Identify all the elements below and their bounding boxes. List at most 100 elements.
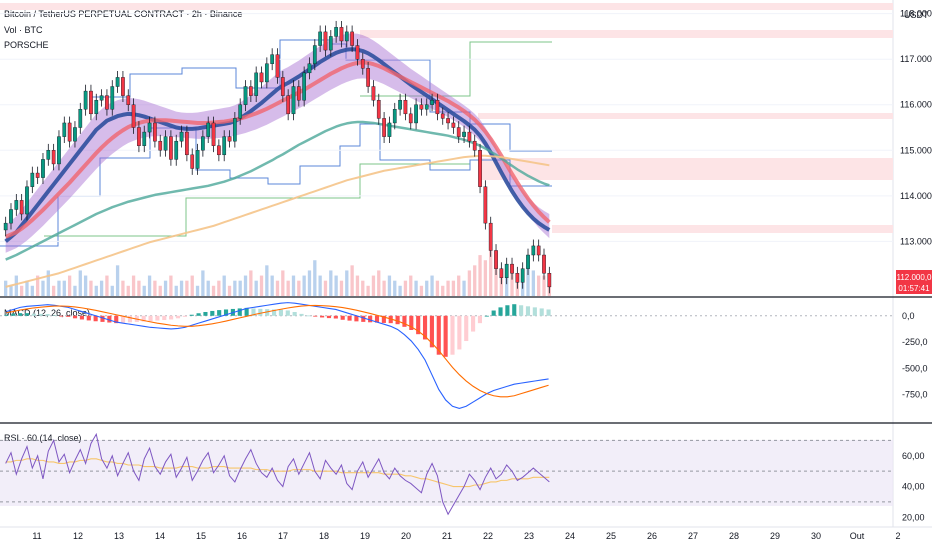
volume-bar xyxy=(142,285,146,296)
macd-hist-bar xyxy=(121,315,126,323)
volume-bar xyxy=(462,280,466,296)
volume-bar xyxy=(419,285,424,296)
candle-body xyxy=(467,131,472,142)
candle-body xyxy=(30,172,35,187)
macd-hist-bar xyxy=(86,315,91,321)
candle-body xyxy=(472,140,477,151)
volume-bar xyxy=(334,275,338,296)
volume-bar xyxy=(265,265,269,296)
volume-bar xyxy=(14,275,18,296)
volume-bar xyxy=(489,250,493,296)
ema-line xyxy=(4,60,551,239)
candle-body xyxy=(302,72,307,101)
volume-bar xyxy=(377,270,381,296)
candle-body xyxy=(488,222,493,251)
macd-hist-bar xyxy=(546,309,551,316)
candle-body xyxy=(403,99,408,115)
macd-hist-bar xyxy=(24,313,30,316)
macd-hist-bar xyxy=(299,313,304,316)
candle-body xyxy=(115,77,120,87)
volume-bar xyxy=(201,270,205,296)
volume-bar xyxy=(25,280,29,296)
volume-bars xyxy=(4,250,551,296)
currency-label[interactable]: USDT xyxy=(904,10,929,20)
candle-body xyxy=(233,118,237,142)
macd-hist-bar xyxy=(175,315,181,319)
volume-bar xyxy=(467,270,472,296)
macd-hist-bar xyxy=(182,315,187,317)
volume-bar xyxy=(435,280,440,296)
last-price-tag[interactable]: 112.000,0 01:57:41 xyxy=(896,270,932,294)
candle-body xyxy=(350,31,354,46)
volume-bar xyxy=(110,285,114,296)
volume-bar xyxy=(115,265,120,296)
candle-body xyxy=(355,45,360,60)
candle-body xyxy=(94,99,99,115)
candle-body xyxy=(89,90,93,115)
candle-body xyxy=(334,27,338,37)
price-tick-label: 118.000,0 xyxy=(900,9,932,19)
macd-tick-label: -500,0 xyxy=(902,363,928,373)
volume-bar xyxy=(313,260,317,296)
macd-hist-bar xyxy=(18,313,23,316)
candle-body xyxy=(414,104,418,124)
rsi-series-line xyxy=(5,458,550,488)
candle-body xyxy=(238,104,243,119)
volume-bar xyxy=(329,270,333,296)
time-tick-label: 27 xyxy=(688,531,698,541)
candle-body xyxy=(366,68,370,87)
time-axis[interactable]: 11 12 13 14 15 16 17 18 19 20 21 22 23 24 25 26 27 28 29 30… xyxy=(32,531,900,541)
candle-body xyxy=(275,54,280,78)
macd-hist-bar xyxy=(155,315,160,321)
volume-bar xyxy=(73,285,77,296)
macd-hist-bar xyxy=(148,315,153,322)
candle-body xyxy=(499,268,504,278)
candle-body xyxy=(169,136,173,160)
time-tick-label: 13 xyxy=(114,531,124,541)
time-tick-label: 12 xyxy=(73,531,83,541)
rsi-legend[interactable]: RSI · 60 (14, close) xyxy=(4,433,82,443)
macd-legend[interactable]: MACD (12, 26, close) xyxy=(4,308,90,318)
macd-hist-bar xyxy=(436,315,441,355)
candle-body xyxy=(185,131,189,156)
macd-series-line xyxy=(6,304,549,398)
macd-hist-bar xyxy=(11,313,16,316)
macd-hist-bar xyxy=(66,315,71,317)
volume-bar xyxy=(457,275,461,296)
volume-bar xyxy=(382,280,386,296)
price-tick-label: 114.000,0 xyxy=(900,191,932,201)
volume-bar xyxy=(217,280,221,296)
volume-bar xyxy=(121,280,125,296)
volume-bar xyxy=(179,280,184,296)
candle-body xyxy=(446,118,450,124)
macd-hist-bar xyxy=(292,311,297,316)
candle-body xyxy=(483,186,488,224)
volume-bar xyxy=(350,265,354,296)
volume-bar xyxy=(9,285,13,296)
candle-body xyxy=(323,31,328,51)
macd-hist-bar xyxy=(532,307,537,316)
price-ticks: 118.000,0 117.000,0 116.000,0 115.000,0 114.… xyxy=(900,9,932,247)
macd-hist-bar xyxy=(457,315,462,350)
candle-body xyxy=(190,154,195,169)
candle-body xyxy=(344,31,349,42)
volume-bar xyxy=(318,275,322,296)
volume-bar xyxy=(414,280,418,296)
macd-hist-bar xyxy=(491,310,496,316)
candle-body xyxy=(440,113,445,119)
candle-body xyxy=(41,159,45,178)
macd-series-line xyxy=(6,302,549,409)
volume-bar xyxy=(83,275,88,296)
macd-hist-bar xyxy=(72,315,78,319)
volume-bar xyxy=(211,285,216,296)
volume-bar xyxy=(57,280,61,296)
candle-body xyxy=(387,122,392,137)
candle-body xyxy=(398,99,402,110)
volume-legend[interactable]: Vol · BTC xyxy=(4,25,43,35)
volume-bar xyxy=(78,270,82,296)
indicator-legend[interactable]: PORSCHE xyxy=(4,40,49,50)
rsi-tick-label: 60,00 xyxy=(902,451,925,461)
volume-bar xyxy=(297,280,301,296)
macd-hist-bar xyxy=(326,315,332,319)
